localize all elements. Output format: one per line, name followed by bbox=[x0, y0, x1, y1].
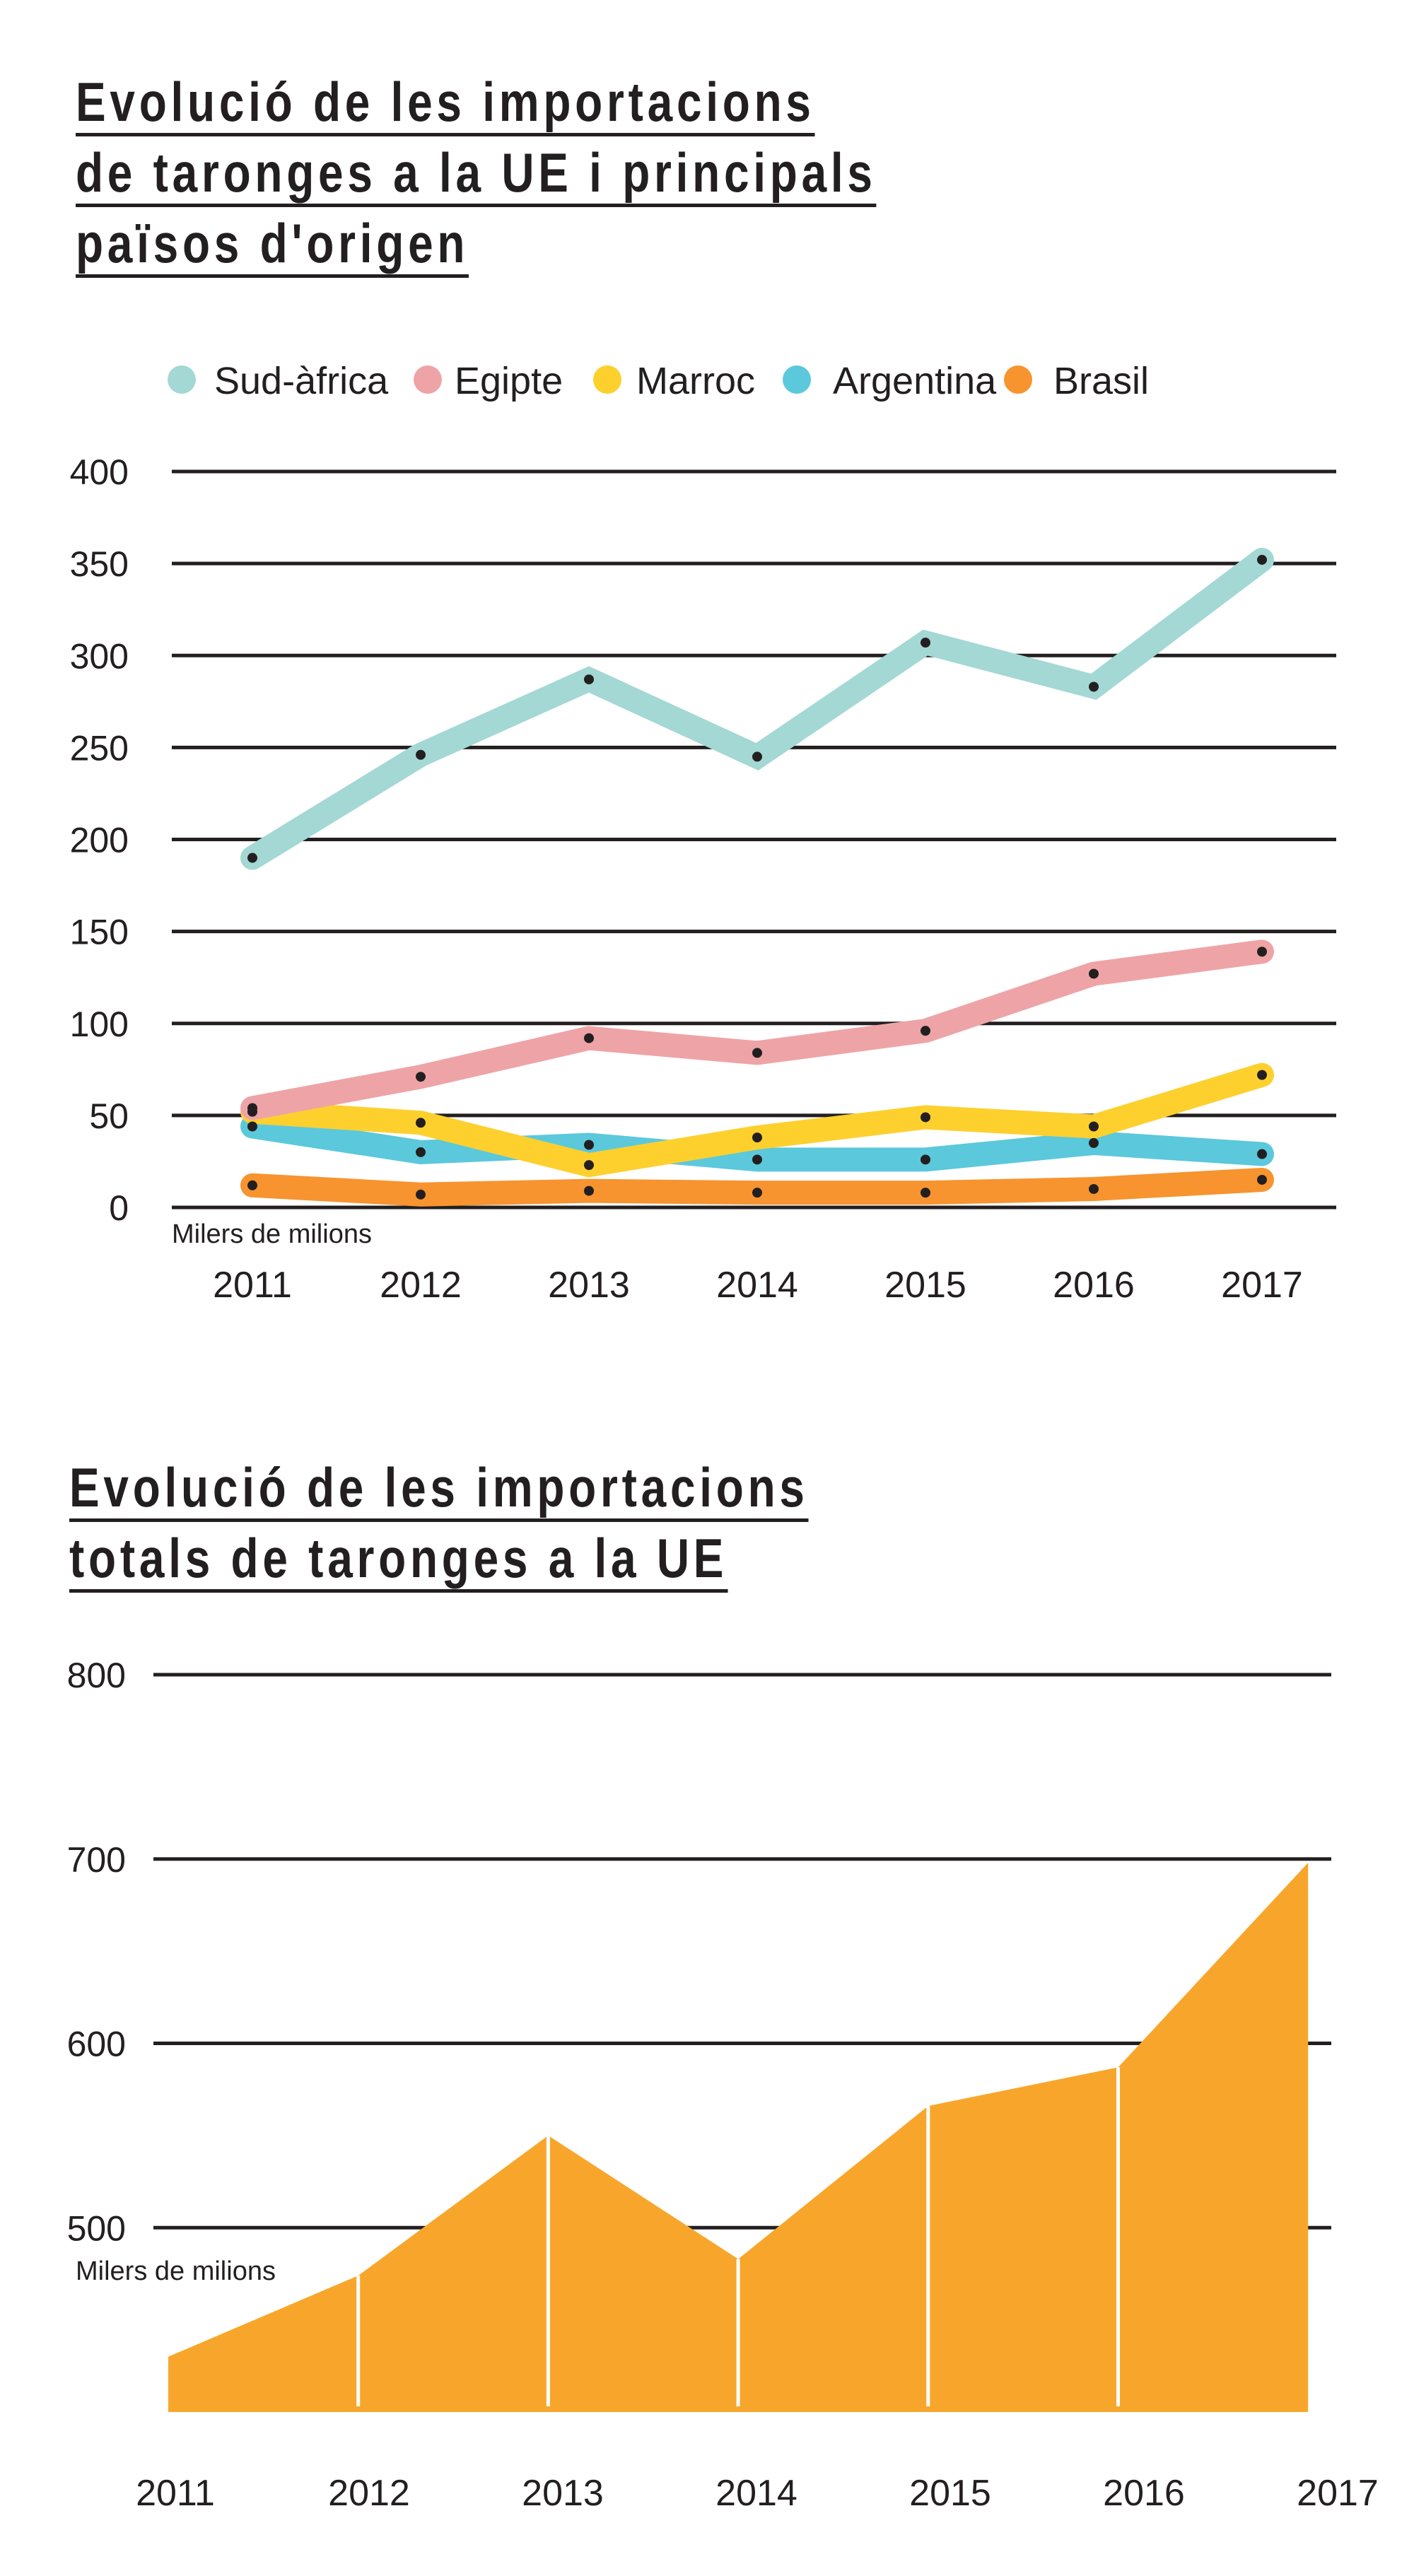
data-point bbox=[416, 749, 426, 760]
data-point bbox=[584, 1185, 594, 1196]
legend-label: Argentina bbox=[833, 360, 997, 402]
data-point bbox=[247, 1180, 257, 1190]
x-tick-label: 2017 bbox=[1221, 1265, 1303, 1306]
x-tick-label: 2016 bbox=[1103, 2473, 1185, 2514]
data-point bbox=[416, 1072, 426, 1082]
data-point bbox=[1089, 968, 1099, 979]
y-tick-label: 800 bbox=[67, 1656, 126, 1695]
data-point bbox=[921, 1112, 930, 1123]
title-line: Evolució de les importacions bbox=[69, 1456, 809, 1522]
chart1-title: Evolució de les importacions de taronges… bbox=[76, 71, 877, 283]
y-tick-label: 350 bbox=[70, 544, 129, 584]
x-tick-label: 2012 bbox=[328, 2473, 410, 2514]
series-line-Sud-àfrica bbox=[240, 547, 1274, 870]
data-point bbox=[752, 751, 762, 762]
data-point bbox=[584, 674, 594, 685]
title-line: Evolució de les importacions bbox=[76, 71, 815, 136]
x-tick-label: 2013 bbox=[522, 2473, 604, 2514]
y-tick-label: 0 bbox=[109, 1188, 129, 1228]
data-point bbox=[921, 1154, 930, 1165]
data-point bbox=[247, 1121, 257, 1132]
data-point bbox=[247, 1106, 257, 1117]
legend-marker bbox=[593, 365, 621, 394]
y-tick-label: 250 bbox=[70, 728, 129, 768]
x-tick-label: 2011 bbox=[213, 1265, 292, 1306]
data-point bbox=[1257, 1149, 1267, 1159]
data-point bbox=[921, 1026, 930, 1036]
x-tick-label: 2017 bbox=[1297, 2473, 1379, 2514]
legend-label: Brasil bbox=[1053, 360, 1149, 402]
y-tick-label: 300 bbox=[70, 636, 129, 676]
y-tick-label: 600 bbox=[67, 2025, 126, 2064]
legend-marker bbox=[1004, 365, 1032, 394]
title-line: de taronges a la UE i principals bbox=[76, 141, 877, 207]
series-line-Egipte bbox=[240, 939, 1274, 1120]
area-fill bbox=[168, 1862, 1309, 2412]
data-point bbox=[752, 1154, 762, 1165]
legend-marker bbox=[168, 365, 196, 394]
data-point bbox=[416, 1147, 426, 1157]
y-tick-label: 500 bbox=[67, 2208, 126, 2248]
data-point bbox=[1257, 947, 1267, 957]
data-point bbox=[584, 1140, 594, 1150]
data-point bbox=[1089, 1183, 1099, 1194]
unit-label: Milers de milions bbox=[172, 1219, 372, 1249]
legend-marker bbox=[783, 365, 811, 394]
x-tick-label: 2012 bbox=[380, 1265, 462, 1306]
data-point bbox=[1089, 681, 1099, 692]
data-point bbox=[921, 1188, 930, 1198]
y-tick-label: 400 bbox=[70, 452, 129, 492]
title-line: totals de taronges a la UE bbox=[69, 1527, 728, 1593]
data-point bbox=[247, 853, 257, 863]
y-tick-label: 50 bbox=[89, 1096, 129, 1136]
data-point bbox=[752, 1048, 762, 1058]
data-point bbox=[752, 1132, 762, 1143]
y-tick-label: 700 bbox=[67, 1840, 126, 1880]
unit-label: Milers de milions bbox=[76, 2256, 276, 2286]
data-point bbox=[1089, 1121, 1099, 1132]
data-point bbox=[921, 638, 930, 648]
x-tick-label: 2016 bbox=[1053, 1265, 1135, 1306]
x-tick-label: 2013 bbox=[548, 1265, 630, 1306]
y-tick-label: 150 bbox=[70, 913, 129, 952]
legend-marker bbox=[414, 365, 442, 394]
x-tick-label: 2014 bbox=[715, 2473, 797, 2514]
data-point bbox=[584, 1160, 594, 1171]
data-point bbox=[1257, 1070, 1267, 1080]
data-point bbox=[584, 1033, 594, 1043]
legend-label: Marroc bbox=[636, 360, 755, 402]
y-tick-label: 100 bbox=[70, 1005, 129, 1044]
x-tick-label: 2011 bbox=[136, 2473, 215, 2514]
legend-label: Egipte bbox=[455, 360, 563, 402]
x-tick-label: 2015 bbox=[884, 1265, 966, 1306]
title-line: països d'origen bbox=[76, 212, 469, 278]
y-tick-label: 200 bbox=[70, 821, 129, 860]
x-tick-label: 2014 bbox=[716, 1265, 798, 1306]
data-point bbox=[416, 1189, 426, 1200]
chart2-title: Evolució de les importacions totals de t… bbox=[69, 1456, 809, 1598]
data-point bbox=[752, 1188, 762, 1198]
data-point bbox=[416, 1118, 426, 1128]
x-tick-label: 2015 bbox=[909, 2473, 991, 2514]
data-point bbox=[1089, 1137, 1099, 1148]
data-point bbox=[1257, 1174, 1267, 1185]
legend-label: Sud-àfrica bbox=[214, 360, 389, 402]
data-point bbox=[1257, 554, 1267, 565]
